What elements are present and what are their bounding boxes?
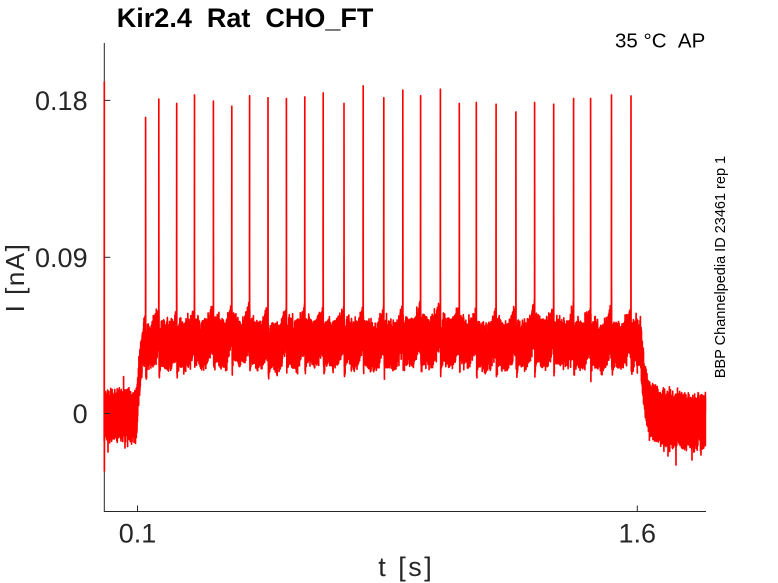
svg-text:0.18: 0.18 xyxy=(35,86,88,116)
svg-text:BBP Channelpedia ID 23461 rep: BBP Channelpedia ID 23461 rep 1 xyxy=(713,156,729,378)
svg-text:t [s]: t [s] xyxy=(378,552,434,582)
svg-text:0.1: 0.1 xyxy=(119,518,157,548)
svg-text:I [nA]: I [nA] xyxy=(0,243,30,313)
svg-text:0.09: 0.09 xyxy=(35,243,88,273)
svg-text:1.6: 1.6 xyxy=(619,518,657,548)
svg-text:0: 0 xyxy=(73,399,88,429)
svg-text:Kir2.4 Rat CHO_FT: Kir2.4 Rat CHO_FT xyxy=(117,3,374,33)
svg-text:35 °C AP: 35 °C AP xyxy=(615,30,705,53)
